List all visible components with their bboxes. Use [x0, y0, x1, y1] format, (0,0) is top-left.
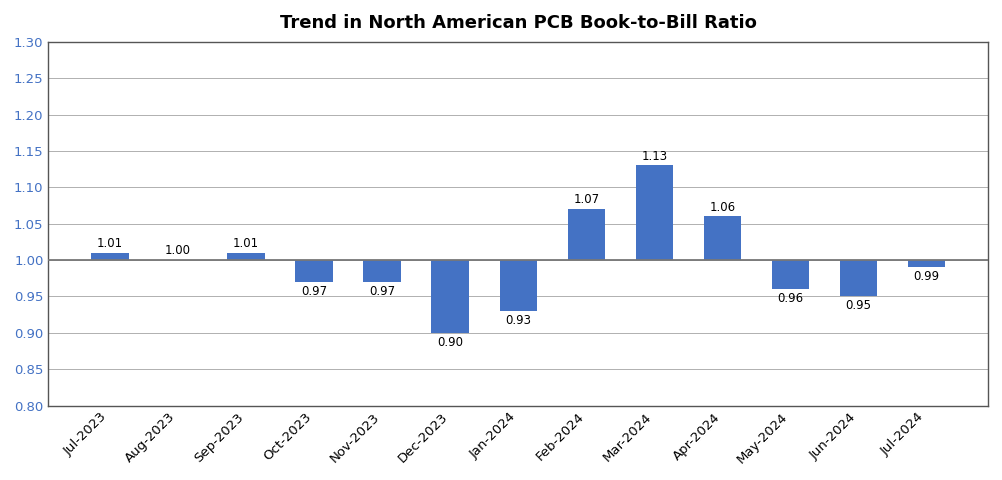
Bar: [772, 260, 810, 289]
Bar: [840, 260, 878, 297]
Text: 0.96: 0.96: [778, 292, 804, 305]
Bar: [635, 166, 673, 260]
Text: 1.06: 1.06: [709, 201, 735, 214]
Bar: [908, 260, 946, 267]
Bar: [296, 260, 333, 282]
Bar: [703, 216, 741, 260]
Text: 0.90: 0.90: [437, 336, 463, 349]
Text: 0.93: 0.93: [505, 314, 531, 327]
Text: 1.01: 1.01: [232, 237, 259, 250]
Text: 0.99: 0.99: [914, 270, 940, 283]
Bar: [432, 260, 469, 333]
Text: 1.13: 1.13: [641, 150, 667, 163]
Text: 0.95: 0.95: [846, 300, 872, 312]
Bar: [91, 253, 128, 260]
Text: 0.97: 0.97: [301, 285, 327, 298]
Bar: [567, 209, 605, 260]
Text: 1.01: 1.01: [97, 237, 123, 250]
Bar: [364, 260, 401, 282]
Bar: [227, 253, 265, 260]
Text: 0.97: 0.97: [369, 285, 395, 298]
Text: 1.07: 1.07: [573, 193, 599, 206]
Bar: [500, 260, 537, 311]
Text: 1.00: 1.00: [165, 244, 191, 257]
Title: Trend in North American PCB Book-to-Bill Ratio: Trend in North American PCB Book-to-Bill…: [280, 14, 757, 32]
